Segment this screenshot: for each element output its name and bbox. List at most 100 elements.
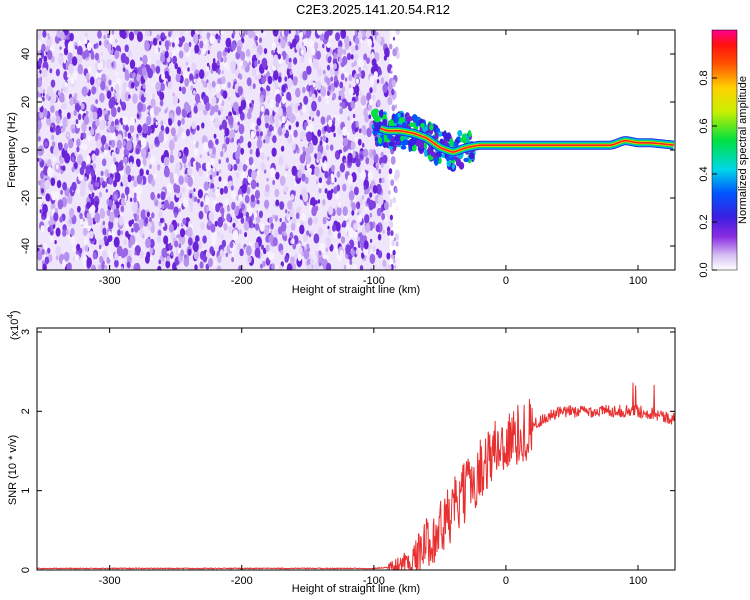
noise-speckle bbox=[128, 94, 131, 99]
noise-speckle bbox=[52, 156, 56, 162]
noise-speckle bbox=[137, 195, 141, 202]
noise-speckle bbox=[342, 126, 348, 136]
snr-x-tick-label: -300 bbox=[99, 575, 121, 587]
signal-blob bbox=[468, 152, 475, 160]
noise-speckle bbox=[82, 255, 88, 266]
noise-speckle bbox=[145, 30, 151, 37]
noise-speckle bbox=[59, 31, 65, 41]
noise-speckle bbox=[392, 196, 397, 204]
noise-speckle bbox=[335, 221, 341, 232]
noise-speckle bbox=[129, 72, 133, 79]
noise-speckle bbox=[83, 264, 87, 270]
noise-speckle bbox=[134, 251, 137, 256]
noise-speckle bbox=[221, 70, 224, 75]
noise-speckle bbox=[364, 113, 370, 123]
noise-speckle bbox=[158, 210, 163, 219]
noise-speckle bbox=[197, 198, 200, 204]
noise-speckle bbox=[209, 174, 213, 180]
noise-speckle bbox=[192, 241, 199, 253]
noise-speckle bbox=[240, 99, 247, 110]
noise-speckle bbox=[390, 179, 395, 187]
noise-speckle bbox=[359, 153, 363, 160]
noise-speckle bbox=[242, 59, 248, 68]
noise-speckle bbox=[275, 93, 282, 104]
noise-speckle bbox=[389, 43, 393, 50]
snr-y-tick-label: 2 bbox=[20, 408, 32, 414]
noise-speckle bbox=[218, 169, 221, 174]
noise-speckle bbox=[121, 174, 128, 186]
noise-speckle bbox=[42, 88, 46, 94]
noise-speckle bbox=[39, 157, 42, 162]
noise-speckle bbox=[39, 209, 42, 214]
noise-speckle bbox=[92, 252, 97, 260]
noise-speckle bbox=[55, 164, 59, 170]
noise-speckle bbox=[97, 78, 101, 86]
noise-speckle bbox=[382, 259, 387, 267]
noise-speckle bbox=[193, 160, 197, 168]
noise-speckle bbox=[372, 94, 376, 101]
noise-speckle bbox=[231, 66, 236, 74]
noise-speckle bbox=[247, 30, 254, 39]
noise-speckle bbox=[249, 148, 253, 155]
noise-speckle bbox=[254, 241, 259, 250]
noise-speckle bbox=[41, 43, 46, 53]
noise-speckle bbox=[211, 178, 214, 183]
noise-speckle bbox=[193, 78, 196, 83]
noise-speckle bbox=[113, 236, 120, 248]
snr-y-ticks: 0 1 2 3 bbox=[20, 329, 675, 573]
noise-speckle bbox=[348, 190, 355, 201]
noise-speckle bbox=[39, 69, 42, 75]
noise-speckle bbox=[129, 197, 133, 202]
noise-speckle bbox=[41, 248, 45, 255]
noise-speckle bbox=[108, 177, 113, 185]
noise-speckle bbox=[63, 58, 67, 64]
noise-speckle bbox=[348, 227, 354, 238]
noise-speckle bbox=[59, 156, 64, 165]
noise-speckle bbox=[169, 37, 173, 43]
noise-speckle bbox=[45, 251, 48, 256]
noise-speckle bbox=[187, 166, 193, 176]
noise-speckle bbox=[219, 187, 224, 195]
noise-speckle bbox=[37, 157, 40, 162]
noise-speckle bbox=[117, 229, 121, 236]
noise-speckle bbox=[357, 138, 362, 146]
noise-speckle bbox=[231, 42, 237, 51]
noise-speckle bbox=[217, 255, 222, 263]
noise-speckle bbox=[216, 171, 219, 176]
noise-speckle bbox=[126, 261, 131, 268]
noise-speckle bbox=[125, 165, 131, 176]
noise-speckle bbox=[240, 64, 244, 71]
noise-speckle bbox=[302, 146, 306, 152]
noise-speckle bbox=[275, 264, 279, 270]
noise-speckle bbox=[312, 135, 318, 146]
noise-speckle bbox=[386, 174, 390, 181]
noise-speckle bbox=[45, 93, 50, 100]
noise-speckle bbox=[108, 249, 111, 254]
noise-speckle bbox=[146, 251, 151, 259]
noise-speckle bbox=[129, 124, 135, 133]
noise-speckle bbox=[150, 225, 155, 234]
signal-blob bbox=[378, 109, 384, 119]
noise-speckle bbox=[171, 42, 175, 48]
noise-speckle bbox=[245, 106, 249, 112]
noise-speckle bbox=[368, 199, 375, 211]
noise-speckle bbox=[46, 36, 52, 47]
noise-speckle bbox=[308, 39, 315, 51]
noise-speckle bbox=[47, 32, 50, 37]
noise-speckle bbox=[87, 225, 91, 232]
noise-speckle bbox=[206, 79, 209, 84]
noise-speckle bbox=[80, 132, 84, 138]
noise-speckle bbox=[45, 193, 50, 202]
noise-field bbox=[37, 30, 401, 270]
noise-speckle bbox=[187, 176, 193, 187]
signal-blob bbox=[373, 115, 381, 123]
noise-speckle bbox=[94, 147, 100, 156]
noise-speckle bbox=[51, 141, 56, 148]
noise-speckle bbox=[375, 224, 380, 233]
noise-speckle bbox=[100, 135, 107, 145]
noise-speckle bbox=[223, 179, 228, 187]
noise-speckle bbox=[248, 156, 254, 166]
signal-blob bbox=[435, 127, 441, 133]
noise-speckle bbox=[360, 70, 366, 79]
noise-speckle bbox=[154, 136, 160, 145]
